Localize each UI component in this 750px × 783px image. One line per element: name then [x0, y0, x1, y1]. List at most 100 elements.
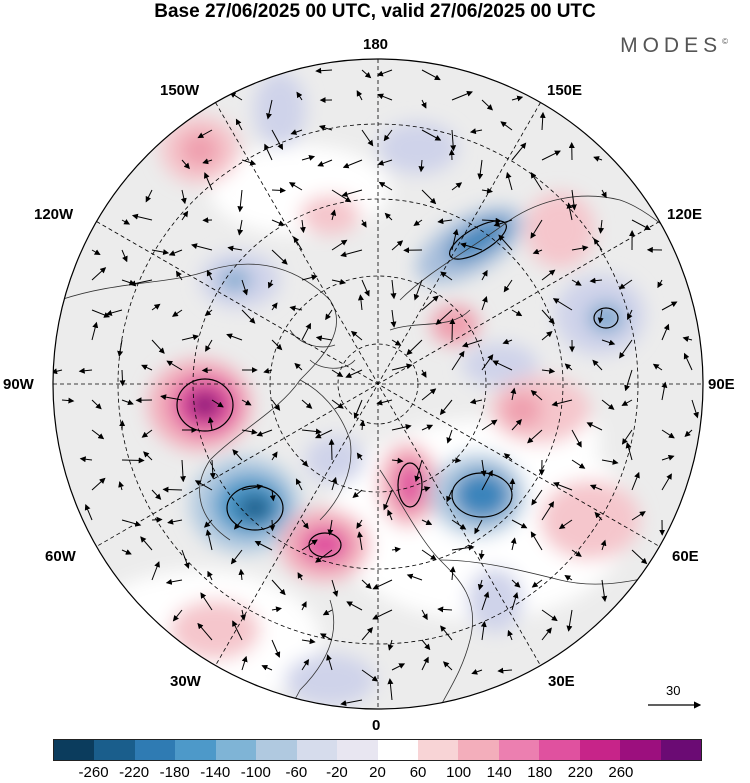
lon-label-0: 0	[372, 717, 381, 734]
wind-vector	[271, 129, 283, 150]
wind-vector	[510, 387, 517, 401]
wind-vector	[194, 480, 213, 491]
wind-vector	[301, 274, 318, 281]
wind-vector	[330, 209, 337, 221]
wind-vector	[118, 481, 124, 491]
lon-label-90e: 90E	[708, 376, 735, 393]
wind-vector	[361, 579, 372, 590]
wind-vector	[503, 279, 513, 293]
wind-vector	[661, 429, 675, 439]
wind-vector	[301, 322, 311, 341]
wind-vector	[315, 549, 333, 563]
wind-vector	[340, 699, 363, 707]
wind-vector	[511, 592, 519, 611]
wind-vector	[151, 249, 170, 256]
wind-vector	[241, 399, 252, 406]
wind-vector	[201, 367, 213, 374]
lon-label-30e: 30E	[548, 673, 575, 690]
wind-vector	[414, 459, 423, 483]
colorbar-tick-label: 220	[567, 764, 593, 781]
wind-vector	[481, 99, 494, 111]
wind-vector	[314, 429, 333, 439]
wind-vector	[530, 531, 543, 551]
wind-vector	[209, 459, 216, 480]
wind-vector	[571, 549, 582, 557]
wind-vector	[406, 339, 423, 356]
wind-vector	[91, 249, 101, 255]
wind-vector	[322, 609, 333, 616]
wind-vector	[661, 381, 668, 401]
wind-vector	[241, 428, 258, 435]
colorbar-tick-label: -220	[119, 764, 150, 781]
wind-vector	[166, 360, 183, 371]
wind-vector	[151, 516, 163, 523]
wind-vector	[421, 609, 428, 621]
wind-vector	[131, 213, 153, 221]
wind-vector	[541, 501, 555, 521]
colorbar-tick-label: 100	[446, 764, 472, 781]
wind-vector	[372, 579, 393, 590]
wind-vector	[661, 301, 678, 311]
wind-vector	[207, 570, 213, 581]
wind-vector	[391, 363, 413, 371]
wind-vector	[315, 335, 333, 342]
wind-vector	[631, 471, 640, 491]
wind-vector	[541, 309, 555, 325]
map-border	[52, 58, 704, 710]
wind-vector	[497, 667, 513, 674]
wind-vector	[597, 309, 604, 324]
wind-vector	[143, 451, 153, 461]
wind-vector	[271, 249, 288, 265]
wind-vector	[652, 363, 663, 371]
colorbar-segment	[620, 740, 661, 760]
wind-vector	[315, 67, 333, 74]
wind-vector	[197, 129, 213, 139]
wind-vector	[451, 90, 473, 101]
wind-vector	[151, 489, 162, 500]
wind-vector	[331, 476, 338, 491]
lon-label-60e: 60E	[672, 548, 699, 565]
wind-vector	[172, 609, 183, 622]
colorbar-segment	[660, 740, 701, 760]
reference-vector-label: 30	[666, 683, 681, 698]
wind-vector	[376, 399, 393, 406]
wind-vector	[413, 279, 423, 301]
wind-vector	[301, 428, 322, 435]
wind-vector	[566, 202, 573, 221]
wind-vector	[151, 561, 160, 581]
wind-vector	[237, 189, 244, 213]
wind-vector	[564, 575, 573, 581]
colorbar-segment	[579, 740, 621, 760]
wind-vector	[226, 333, 243, 341]
lon-label-150e: 150E	[547, 82, 583, 99]
wind-vector	[141, 429, 153, 438]
wind-vector	[376, 69, 393, 77]
wind-vector	[391, 663, 406, 671]
wind-vector	[469, 128, 483, 135]
wind-vector	[168, 249, 183, 256]
wind-vector	[631, 549, 648, 565]
colorbar-segment	[175, 740, 216, 760]
wind-vector	[356, 452, 363, 461]
wind-vector	[179, 459, 186, 483]
colorbar-segment	[256, 740, 297, 760]
wind-vector	[121, 519, 142, 527]
wind-vector	[421, 388, 437, 401]
wind-vector	[435, 309, 453, 325]
wind-vector	[621, 429, 633, 445]
brand-mark: ©	[722, 37, 728, 46]
wind-vector	[421, 189, 437, 205]
wind-vector	[61, 397, 75, 404]
wind-vector	[353, 399, 363, 419]
wind-vector	[383, 489, 393, 511]
wind-vector	[200, 592, 213, 611]
wind-vector	[511, 419, 522, 431]
colorbar-tick-label: -180	[159, 764, 190, 781]
wind-vector	[180, 189, 187, 205]
colorbar-segment	[54, 740, 95, 760]
wind-vector	[181, 334, 200, 341]
wind-vector	[387, 639, 394, 651]
wind-vector	[331, 239, 348, 251]
wind-vector	[240, 609, 246, 621]
lon-label-150w: 150W	[160, 82, 200, 99]
